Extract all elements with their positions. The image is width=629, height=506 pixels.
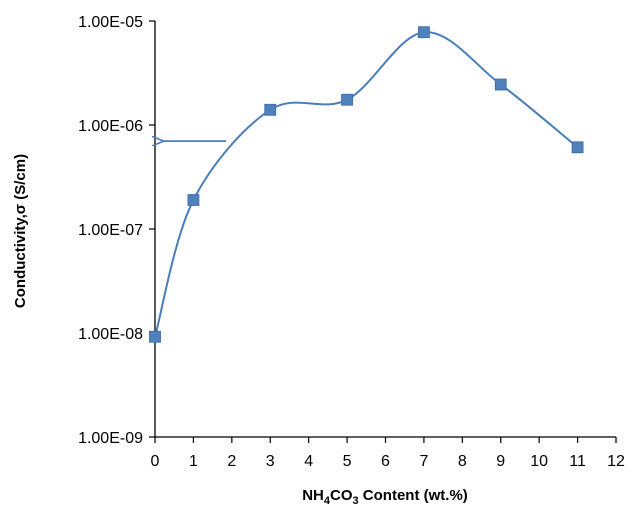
x-tick-label: 0 xyxy=(151,453,160,470)
x-axis-title-subscript: 3 xyxy=(353,495,359,506)
x-tick-label: 5 xyxy=(343,453,352,470)
data-marker xyxy=(494,78,507,91)
x-ticks: 0 1 2 3 4 5 6 7 8 9 10 11 12 xyxy=(151,437,625,470)
x-tick-label: 6 xyxy=(381,453,390,470)
y-axis-title: Conductivity,σ (S/cm) xyxy=(12,154,29,308)
y-tick-label: 1.00E-05 xyxy=(78,14,143,31)
x-tick-label: 10 xyxy=(530,453,548,470)
x-tick-label: 9 xyxy=(496,453,505,470)
data-marker xyxy=(341,93,353,106)
y-tick-label: 1.00E-08 xyxy=(78,326,143,343)
series-curve xyxy=(154,31,579,338)
axes: 0 1 2 3 4 5 6 7 8 9 10 11 12 1.00E-091.00E-081.00E-0… xyxy=(78,14,625,470)
x-axis-title-part: CO xyxy=(330,487,353,504)
x-tick-label: 12 xyxy=(607,453,625,470)
data-marker xyxy=(187,194,200,206)
x-axis-title-subscript: 4 xyxy=(324,495,331,506)
x-tick-label: 3 xyxy=(266,453,275,470)
y-tick-label: 1.00E-06 xyxy=(78,118,143,135)
data-marker xyxy=(571,141,584,154)
data-markers xyxy=(149,26,584,343)
x-tick-label: 11 xyxy=(569,453,586,470)
x-tick-label: 2 xyxy=(227,453,236,470)
x-tick-label: 1 xyxy=(189,453,198,470)
x-axis-title-part: Content (wt.%) xyxy=(359,487,468,504)
data-marker xyxy=(418,26,430,39)
x-tick-label: 4 xyxy=(304,453,313,470)
x-tick-label: 7 xyxy=(419,453,428,470)
data-marker xyxy=(264,103,277,116)
y-tick-label: 1.00E-09 xyxy=(78,430,143,447)
data-marker xyxy=(149,330,161,343)
y-tick-label: 1.00E-07 xyxy=(78,222,143,239)
y-ticks: 1.00E-09 1.00E-08 1.00E-07 1.00E-06 1.00E-05 xyxy=(78,14,155,447)
x-axis-title: NH4CO3 Content (wt.%) xyxy=(302,487,468,506)
x-tick-label: 8 xyxy=(458,453,467,470)
x-axis-title-part: NH xyxy=(302,487,324,504)
